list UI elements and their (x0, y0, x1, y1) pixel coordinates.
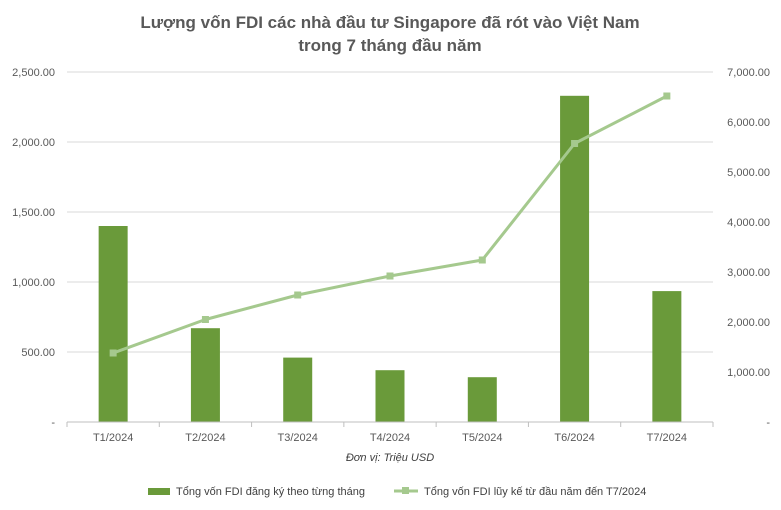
bar-6 (652, 291, 682, 422)
bar-3 (375, 370, 405, 422)
bar-5 (560, 95, 590, 423)
right-tick-label-4: 4,000.00 (727, 217, 770, 229)
line-point-5 (571, 140, 579, 147)
x-tick-label-4: T5/2024 (462, 432, 502, 444)
line-series (109, 92, 671, 357)
right-axis-ticks: - 1,000.00 2,000.00 3,000.00 4,000.00 5,000.0… (727, 67, 770, 429)
right-tick-label-5: 5,000.00 (727, 167, 770, 179)
line-point-3 (386, 272, 394, 280)
bar-2 (283, 357, 313, 422)
line-point-0 (109, 349, 117, 357)
x-tick-label-2: T3/2024 (278, 432, 318, 444)
left-tick-label-5: 2,500.00 (12, 67, 55, 79)
right-tick-label-3: 3,000.00 (727, 267, 770, 279)
x-tick-label-1: T2/2024 (185, 432, 225, 444)
chart-title-line-1: Lượng vốn FDI các nhà đầu tư Singapore đ… (140, 13, 639, 32)
bar-1 (190, 328, 220, 422)
legend-bar-label: Tổng vốn FDI đăng ký theo từng tháng (176, 486, 365, 498)
right-tick-label-6: 6,000.00 (727, 117, 770, 129)
line-point-1 (201, 316, 209, 323)
line-point-2 (294, 291, 302, 299)
bar-series (98, 95, 682, 423)
left-tick-label-4: 2,000.00 (12, 137, 55, 149)
x-tick-label-0: T1/2024 (93, 432, 133, 444)
legend-line-marker (402, 487, 409, 494)
bar-0 (98, 226, 128, 422)
right-tick-label-1: 1,000.00 (727, 367, 770, 379)
left-tick-label-1: 500.00 (21, 347, 55, 359)
x-tick-label-5: T6/2024 (554, 432, 594, 444)
x-axis-unit-label: Đơn vị: Triệu USD (346, 452, 434, 464)
line-point-4 (478, 256, 486, 264)
chart-title-line-2: trong 7 tháng đầu năm (298, 36, 481, 55)
x-axis: T1/2024 T2/2024 T3/2024 T4/2024 T5/2024 T6/20… (66, 421, 714, 444)
legend-bar-swatch (148, 488, 170, 495)
line-point-6 (663, 92, 671, 100)
left-tick-label-2: 1,000.00 (12, 277, 55, 289)
right-tick-label-2: 2,000.00 (727, 317, 770, 329)
bar-4 (467, 377, 497, 422)
x-tick-label-6: T7/2024 (647, 432, 687, 444)
legend: Tổng vốn FDI đăng ký theo từng tháng Tổn… (148, 486, 646, 498)
gridlines (67, 71, 713, 353)
left-tick-label-3: 1,500.00 (12, 207, 55, 219)
left-axis-ticks: - 500.00 1,000.00 1,500.00 2,000.00 2,500.00 (12, 67, 55, 429)
right-tick-label-7: 7,000.00 (727, 67, 770, 79)
left-tick-label-0: - (51, 417, 55, 429)
right-tick-label-0: - (766, 417, 770, 429)
legend-line-label: Tổng vốn FDI lũy kế từ đầu năm đến T7/20… (424, 486, 646, 498)
x-tick-label-3: T4/2024 (370, 432, 410, 444)
